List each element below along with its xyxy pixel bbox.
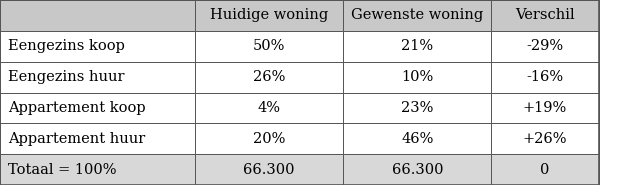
Text: 21%: 21% xyxy=(401,39,433,53)
Text: 46%: 46% xyxy=(401,132,433,146)
Bar xyxy=(195,154,343,185)
Text: 50%: 50% xyxy=(253,39,285,53)
Bar xyxy=(195,62,343,92)
Text: +19%: +19% xyxy=(523,101,567,115)
Bar xyxy=(491,31,599,62)
Text: Appartement koop: Appartement koop xyxy=(8,101,145,115)
Bar xyxy=(195,123,343,154)
Bar xyxy=(0,31,195,62)
Bar xyxy=(491,0,599,31)
Text: 20%: 20% xyxy=(253,132,285,146)
Text: -16%: -16% xyxy=(527,70,564,84)
Text: 23%: 23% xyxy=(401,101,433,115)
Bar xyxy=(195,92,343,123)
Text: Appartement huur: Appartement huur xyxy=(8,132,145,146)
Text: -29%: -29% xyxy=(527,39,564,53)
Text: 4%: 4% xyxy=(258,101,281,115)
Bar xyxy=(343,31,491,62)
Bar xyxy=(343,0,491,31)
Text: Eengezins huur: Eengezins huur xyxy=(8,70,124,84)
Bar xyxy=(491,92,599,123)
Text: 10%: 10% xyxy=(401,70,433,84)
Text: 26%: 26% xyxy=(253,70,285,84)
Text: Verschil: Verschil xyxy=(515,8,575,22)
Bar xyxy=(0,123,195,154)
Text: 66.300: 66.300 xyxy=(392,163,443,177)
Text: Huidige woning: Huidige woning xyxy=(210,8,328,22)
Text: +26%: +26% xyxy=(523,132,567,146)
Bar xyxy=(343,123,491,154)
Bar xyxy=(195,0,343,31)
Bar xyxy=(0,154,195,185)
Bar xyxy=(491,62,599,92)
Text: Eengezins koop: Eengezins koop xyxy=(8,39,125,53)
Bar xyxy=(0,92,195,123)
Bar xyxy=(195,31,343,62)
Text: 66.300: 66.300 xyxy=(243,163,295,177)
Bar xyxy=(0,0,195,31)
Bar xyxy=(343,154,491,185)
Bar xyxy=(343,62,491,92)
Text: Gewenste woning: Gewenste woning xyxy=(351,8,483,22)
Bar xyxy=(343,92,491,123)
Bar xyxy=(491,123,599,154)
Bar xyxy=(491,154,599,185)
Text: Totaal = 100%: Totaal = 100% xyxy=(8,163,116,177)
Bar xyxy=(0,62,195,92)
Text: 0: 0 xyxy=(541,163,550,177)
